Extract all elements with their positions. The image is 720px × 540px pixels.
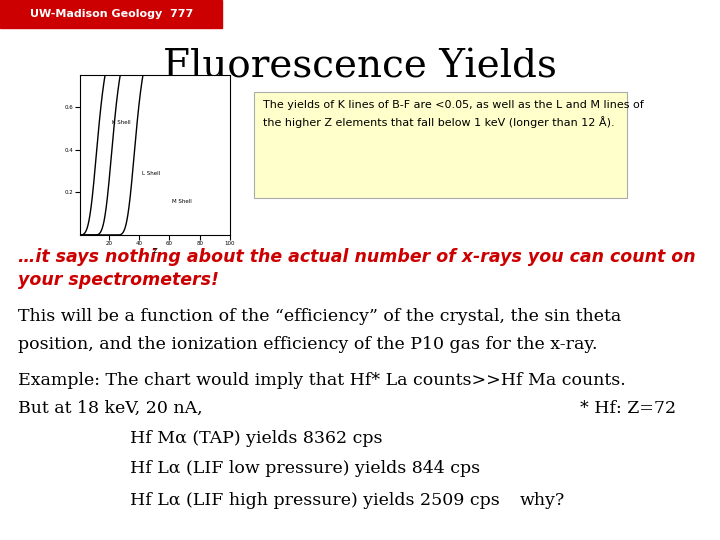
- Circle shape: [2, 2, 26, 26]
- FancyBboxPatch shape: [254, 92, 626, 198]
- Text: K Shell: K Shell: [112, 120, 130, 125]
- Text: But at 18 keV, 20 nA,: But at 18 keV, 20 nA,: [18, 400, 202, 417]
- Text: UW-Madison Geology  777: UW-Madison Geology 777: [30, 9, 193, 19]
- Text: Fluorescence Yields: Fluorescence Yields: [163, 48, 557, 85]
- Text: This will be a function of the “efficiency” of the crystal, the sin theta: This will be a function of the “efficien…: [18, 308, 621, 325]
- Text: Example: The chart would imply that Hf* La counts>>Hf Ma counts.: Example: The chart would imply that Hf* …: [18, 372, 626, 389]
- Text: Hf Mα (TAP) yields 8362 cps: Hf Mα (TAP) yields 8362 cps: [130, 430, 382, 447]
- Text: The yields of K lines of B-F are <0.05, as well as the L and M lines of
the high: The yields of K lines of B-F are <0.05, …: [263, 100, 644, 128]
- Text: L Shell: L Shell: [142, 171, 161, 176]
- Bar: [0, 0, 222, 28]
- Text: * Hf: Z=72: * Hf: Z=72: [580, 400, 676, 417]
- Text: why?: why?: [520, 492, 565, 509]
- Text: position, and the ionization efficiency of the P10 gas for the x-ray.: position, and the ionization efficiency …: [18, 336, 598, 353]
- Text: …it says nothing about the actual number of x-rays you can count on
your spectro: …it says nothing about the actual number…: [18, 248, 696, 289]
- Text: Hf Lα (LIF high pressure) yields 2509 cps: Hf Lα (LIF high pressure) yields 2509 cp…: [130, 492, 500, 509]
- X-axis label: Z: Z: [153, 248, 158, 254]
- Text: M Shell: M Shell: [172, 199, 192, 204]
- Text: Hf Lα (LIF low pressure) yields 844 cps: Hf Lα (LIF low pressure) yields 844 cps: [130, 460, 480, 477]
